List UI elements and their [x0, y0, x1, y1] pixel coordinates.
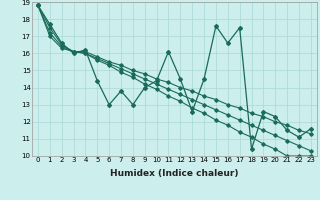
- X-axis label: Humidex (Indice chaleur): Humidex (Indice chaleur): [110, 169, 239, 178]
